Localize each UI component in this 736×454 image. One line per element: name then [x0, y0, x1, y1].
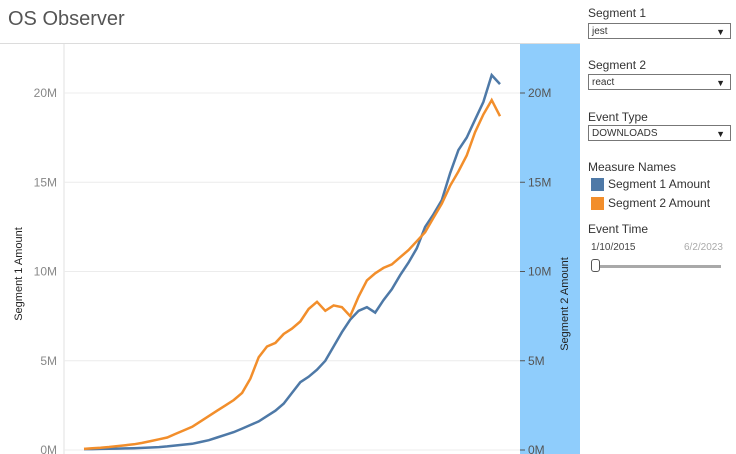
legend-label: Segment 2 Amount [608, 196, 711, 210]
y-axis-right-label: Segment 2 Amount [559, 257, 571, 351]
chevron-down-icon: ▼ [716, 78, 725, 88]
event-time-label: Event Time [588, 222, 649, 236]
chevron-down-icon: ▼ [716, 27, 725, 37]
legend-title: Measure Names [588, 160, 677, 174]
segment1-label: Segment 1 [588, 6, 647, 20]
event-time-slider-track[interactable] [596, 265, 721, 268]
segment1-value: jest [592, 26, 608, 37]
y-tick-right: 5M [528, 354, 545, 368]
y-tick-right: 0M [528, 443, 545, 454]
event-type-label: Event Type [588, 110, 648, 124]
segment2-value: react [592, 77, 615, 88]
dual-axis-line-chart[interactable]: 0M 5M 10M 15M 20M 0M 5M 10M 15M 20M Segment 1 Am… [0, 44, 580, 454]
y-tick-left: 10M [34, 265, 57, 279]
legend-swatch [591, 178, 604, 191]
event-time-slider-handle[interactable] [591, 259, 600, 272]
segment2-dropdown[interactable]: react ▼ [588, 74, 731, 90]
series-line-segment2[interactable] [83, 97, 502, 451]
y-axis-left-label: Segment 1 Amount [13, 227, 25, 321]
y-tick-right: 20M [528, 86, 551, 100]
segment1-dropdown[interactable]: jest ▼ [588, 23, 731, 39]
legend-swatch [591, 197, 604, 210]
page-title: OS Observer [8, 8, 125, 30]
right-axis-band [520, 44, 580, 454]
y-tick-left: 15M [34, 175, 57, 189]
title-divider [0, 43, 580, 44]
segment2-label: Segment 2 [588, 58, 647, 72]
event-time-end: 6/2/2023 [684, 242, 723, 253]
y-tick-left: 20M [34, 86, 57, 100]
y-tick-left: 5M [40, 354, 57, 368]
legend-label: Segment 1 Amount [608, 177, 711, 191]
y-tick-left: 0M [40, 443, 57, 454]
event-time-start: 1/10/2015 [591, 242, 636, 253]
y-tick-right: 10M [528, 265, 551, 279]
chevron-down-icon: ▼ [716, 129, 725, 139]
event-type-dropdown[interactable]: DOWNLOADS ▼ [588, 125, 731, 141]
event-type-value: DOWNLOADS [592, 128, 658, 139]
y-tick-right: 15M [528, 175, 551, 189]
series-line-segment1[interactable] [84, 72, 501, 451]
